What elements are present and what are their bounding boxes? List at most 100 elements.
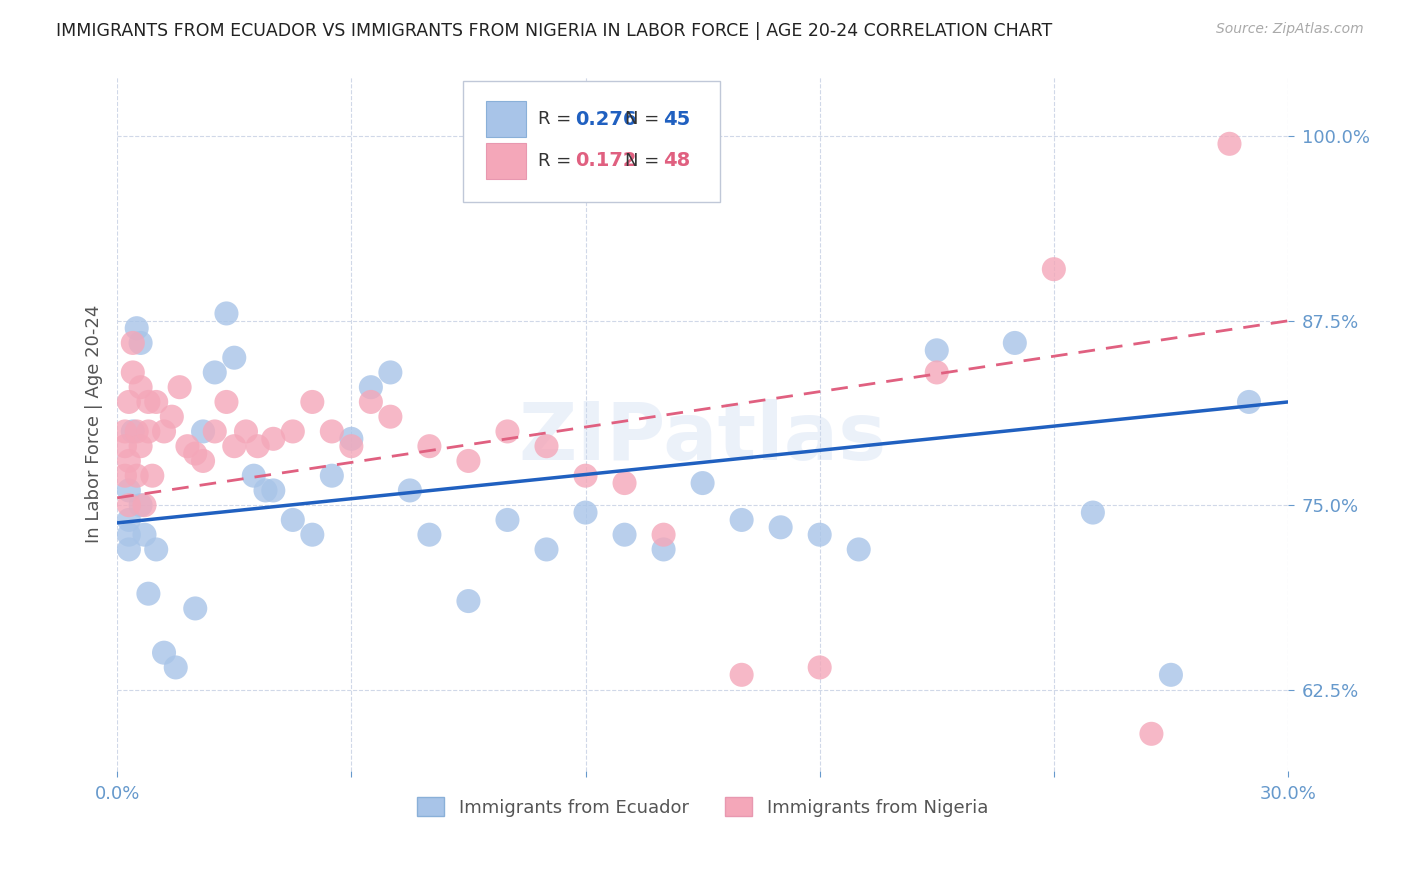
- Point: [496, 513, 519, 527]
- Point: [360, 380, 382, 394]
- Point: [121, 366, 143, 380]
- Text: N =: N =: [626, 110, 665, 128]
- Point: [114, 439, 136, 453]
- Point: [215, 395, 238, 409]
- Point: [114, 425, 136, 439]
- Point: [536, 542, 558, 557]
- Point: [160, 409, 183, 424]
- Point: [652, 542, 675, 557]
- Point: [235, 425, 257, 439]
- Point: [129, 380, 152, 394]
- Point: [418, 439, 440, 453]
- Point: [730, 668, 752, 682]
- Point: [129, 439, 152, 453]
- Point: [204, 366, 226, 380]
- Text: N =: N =: [626, 152, 665, 169]
- Point: [169, 380, 191, 394]
- Point: [380, 366, 402, 380]
- Text: 0.172: 0.172: [575, 151, 637, 170]
- Point: [191, 425, 214, 439]
- Point: [153, 425, 176, 439]
- Text: 45: 45: [662, 110, 690, 128]
- FancyBboxPatch shape: [486, 101, 526, 137]
- Point: [224, 351, 246, 365]
- Point: [176, 439, 198, 453]
- FancyBboxPatch shape: [486, 143, 526, 178]
- Y-axis label: In Labor Force | Age 20-24: In Labor Force | Age 20-24: [86, 305, 103, 543]
- Text: 48: 48: [662, 151, 690, 170]
- Point: [652, 527, 675, 541]
- Point: [129, 335, 152, 350]
- Point: [457, 454, 479, 468]
- Point: [301, 395, 323, 409]
- Legend: Immigrants from Ecuador, Immigrants from Nigeria: Immigrants from Ecuador, Immigrants from…: [411, 790, 995, 824]
- Point: [613, 476, 636, 491]
- Point: [321, 468, 343, 483]
- Point: [254, 483, 277, 498]
- Point: [243, 468, 266, 483]
- Point: [191, 454, 214, 468]
- Text: IMMIGRANTS FROM ECUADOR VS IMMIGRANTS FROM NIGERIA IN LABOR FORCE | AGE 20-24 CO: IMMIGRANTS FROM ECUADOR VS IMMIGRANTS FR…: [56, 22, 1053, 40]
- Point: [118, 542, 141, 557]
- Point: [224, 439, 246, 453]
- Point: [118, 483, 141, 498]
- Text: Source: ZipAtlas.com: Source: ZipAtlas.com: [1216, 22, 1364, 37]
- Point: [1081, 506, 1104, 520]
- Point: [1004, 335, 1026, 350]
- FancyBboxPatch shape: [463, 81, 720, 202]
- Point: [340, 432, 363, 446]
- Point: [399, 483, 422, 498]
- Point: [138, 587, 160, 601]
- Point: [118, 513, 141, 527]
- Point: [848, 542, 870, 557]
- Point: [457, 594, 479, 608]
- Point: [1160, 668, 1182, 682]
- Point: [925, 343, 948, 358]
- Text: R =: R =: [537, 152, 576, 169]
- Point: [125, 425, 148, 439]
- Point: [145, 395, 167, 409]
- Point: [121, 425, 143, 439]
- Point: [1218, 136, 1240, 151]
- Point: [281, 513, 304, 527]
- Point: [204, 425, 226, 439]
- Point: [1237, 395, 1260, 409]
- Point: [246, 439, 269, 453]
- Point: [536, 439, 558, 453]
- Point: [1140, 727, 1163, 741]
- Text: ZIPatlas: ZIPatlas: [519, 399, 887, 477]
- Point: [145, 542, 167, 557]
- Point: [215, 306, 238, 320]
- Point: [121, 335, 143, 350]
- Point: [138, 395, 160, 409]
- Point: [262, 432, 284, 446]
- Point: [118, 395, 141, 409]
- Point: [574, 468, 596, 483]
- Text: R =: R =: [537, 110, 576, 128]
- Point: [184, 601, 207, 615]
- Point: [360, 395, 382, 409]
- Point: [118, 498, 141, 512]
- Point: [692, 476, 714, 491]
- Point: [141, 468, 163, 483]
- Point: [418, 527, 440, 541]
- Point: [925, 366, 948, 380]
- Point: [769, 520, 792, 534]
- Point: [281, 425, 304, 439]
- Point: [138, 425, 160, 439]
- Point: [574, 506, 596, 520]
- Point: [380, 409, 402, 424]
- Point: [613, 527, 636, 541]
- Point: [118, 527, 141, 541]
- Point: [125, 321, 148, 335]
- Point: [184, 446, 207, 460]
- Text: 0.276: 0.276: [575, 110, 637, 128]
- Point: [134, 498, 156, 512]
- Point: [262, 483, 284, 498]
- Point: [1043, 262, 1066, 277]
- Point: [165, 660, 187, 674]
- Point: [340, 439, 363, 453]
- Point: [129, 498, 152, 512]
- Point: [134, 527, 156, 541]
- Point: [114, 468, 136, 483]
